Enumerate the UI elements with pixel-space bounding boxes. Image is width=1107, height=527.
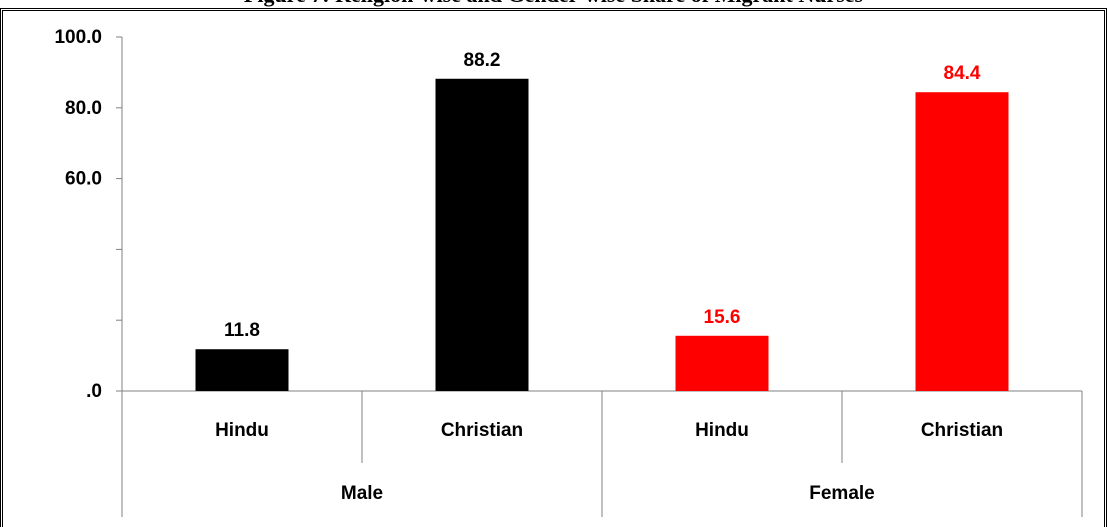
chart-title: Figure 7: Religion-wise and Gender-wise … bbox=[0, 0, 1107, 8]
data-label: 88.2 bbox=[464, 50, 501, 71]
data-label: 15.6 bbox=[704, 307, 741, 328]
bar bbox=[675, 335, 769, 391]
bar bbox=[435, 78, 529, 391]
y-tick-label: 100.0 bbox=[54, 27, 102, 48]
category-label: Hindu bbox=[695, 420, 749, 441]
y-tick-label: .0 bbox=[86, 381, 102, 402]
category-label: Hindu bbox=[215, 420, 269, 441]
category-label: Christian bbox=[921, 420, 1003, 441]
bar bbox=[915, 92, 1009, 391]
bar bbox=[195, 349, 289, 391]
data-label: 84.4 bbox=[944, 63, 981, 84]
data-label: 11.8 bbox=[224, 320, 260, 341]
group-label: Male bbox=[341, 483, 383, 504]
group-label: Female bbox=[809, 483, 874, 504]
chart-frame bbox=[0, 8, 1107, 527]
category-label: Christian bbox=[441, 420, 523, 441]
y-tick-label: 80.0 bbox=[65, 98, 102, 119]
y-tick-label: 60.0 bbox=[65, 169, 102, 190]
